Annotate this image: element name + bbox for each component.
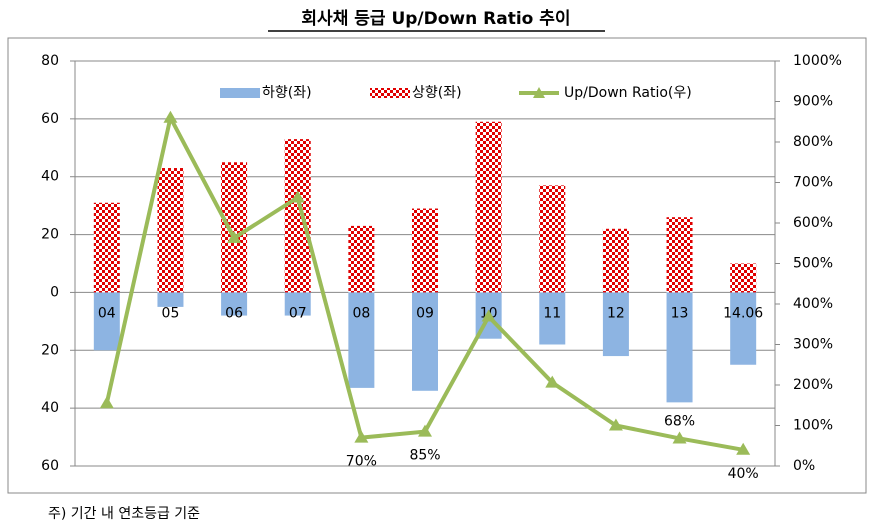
marker [672,431,687,444]
y-tick-label: 20 [41,342,59,358]
legend-label: Up/Down Ratio(우) [564,85,692,101]
marker [163,110,178,123]
bar [412,292,438,391]
y2-tick-label: 500% [793,256,833,272]
bar [539,185,566,293]
bar [221,162,248,293]
y-tick-label: 40 [41,169,59,185]
marker [736,442,751,455]
x-tick-label: 04 [98,305,116,321]
legend-marker [533,87,545,98]
bar [412,208,438,293]
chart-border [7,37,867,494]
y2-tick-label: 100% [793,418,833,434]
x-tick-label: 07 [289,305,307,321]
data-label: 85% [409,448,440,464]
y-tick-label: 80 [41,53,59,69]
marker [354,430,369,443]
marker [290,190,305,203]
data-label: 70% [346,454,377,470]
bar [284,139,311,293]
y2-tick-label: 700% [793,175,833,191]
footnote: 주) 기간 내 연초등급 기준 [48,506,200,522]
marker [481,309,496,322]
bar [666,292,693,403]
y2-tick-label: 300% [793,337,833,353]
bar [730,292,757,365]
x-tick-label: 06 [225,305,243,321]
bar [602,228,629,293]
x-tick-label: 05 [162,305,180,321]
y2-tick-label: 1000% [793,53,842,69]
y2-tick-label: 200% [793,377,833,393]
x-tick-label: 08 [352,305,370,321]
bar [157,292,184,307]
bar [475,121,502,293]
legend-swatch [370,88,410,98]
legend-label: 하향(좌) [262,85,312,101]
bar [348,225,375,293]
y-tick-label: 20 [41,227,59,243]
legend-label: 상향(좌) [412,85,462,101]
bar [348,292,375,388]
bar [284,292,311,316]
bar [93,292,120,351]
x-tick-label: 13 [671,305,689,321]
y-tick-label: 60 [41,458,59,474]
chart-title: 회사채 등급 Up/Down Ratio 추이 [301,9,570,29]
legend-swatch [220,88,260,98]
x-tick-label: 14.06 [723,305,763,321]
marker [227,230,242,243]
y-tick-label: 0 [50,284,59,300]
bar [666,217,693,293]
y2-tick-label: 400% [793,296,833,312]
bar [157,168,184,293]
y-tick-label: 60 [41,111,59,127]
marker [418,424,432,437]
y2-tick-label: 0% [793,458,815,474]
y-tick-label: 40 [41,400,59,416]
data-label: 40% [728,466,759,482]
x-tick-label: 09 [416,305,434,321]
bar [730,263,757,293]
marker [545,375,560,388]
data-label: 68% [664,413,695,429]
x-tick-label: 12 [607,305,625,321]
y2-tick-label: 600% [793,215,833,231]
bar [93,202,120,293]
bar [221,292,248,316]
marker [99,396,114,409]
x-tick-label: 11 [543,305,561,321]
bar [539,292,566,345]
y2-tick-label: 800% [793,134,833,150]
marker [608,418,623,431]
y2-tick-label: 900% [793,94,833,110]
bar [602,292,629,357]
